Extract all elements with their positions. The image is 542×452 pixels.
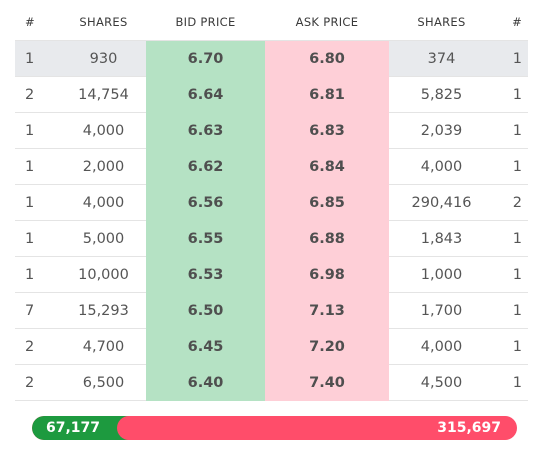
- bid-orders-cell: 1: [15, 148, 61, 185]
- bid-orders-cell: 7: [15, 292, 61, 329]
- bid-price-cell: 6.63: [146, 112, 265, 149]
- ask-orders-cell: 2: [494, 184, 528, 221]
- ask-orders-cell: 1: [494, 76, 528, 113]
- book-row: 7 15,293 6.50 7.13 1,700 1: [15, 292, 528, 329]
- bid-orders-cell: 2: [15, 76, 61, 113]
- bid-price-cell: 6.62: [146, 148, 265, 185]
- bid-shares-cell: 4,000: [61, 112, 146, 149]
- ask-shares-cell: 2,039: [389, 112, 494, 149]
- header-bid-orders: #: [15, 3, 61, 41]
- ask-price-cell: 7.40: [265, 364, 389, 401]
- book-row: 2 6,500 6.40 7.40 4,500 1: [15, 364, 528, 401]
- bid-price-cell: 6.70: [146, 40, 265, 77]
- ask-orders-cell: 1: [494, 292, 528, 329]
- ask-shares-cell: 5,825: [389, 76, 494, 113]
- bid-shares-cell: 4,700: [61, 328, 146, 365]
- ask-orders-cell: 1: [494, 364, 528, 401]
- book-row: 2 4,700 6.45 7.20 4,000 1: [15, 328, 528, 365]
- ask-shares-cell: 4,000: [389, 328, 494, 365]
- ask-orders-cell: 1: [494, 112, 528, 149]
- bid-price-cell: 6.55: [146, 220, 265, 257]
- header-ask-price: ASK PRICE: [265, 3, 389, 41]
- ask-price-cell: 6.81: [265, 76, 389, 113]
- bid-price-cell: 6.40: [146, 364, 265, 401]
- ask-price-cell: 6.80: [265, 40, 389, 77]
- header-ask-shares: SHARES: [389, 3, 494, 41]
- ask-volume-cap: [117, 416, 141, 440]
- header-ask-orders: #: [494, 3, 528, 41]
- bid-orders-cell: 1: [15, 220, 61, 257]
- book-row: 1 5,000 6.55 6.88 1,843 1: [15, 220, 528, 257]
- ask-price-cell: 6.84: [265, 148, 389, 185]
- bid-shares-cell: 6,500: [61, 364, 146, 401]
- ask-shares-cell: 1,843: [389, 220, 494, 257]
- ask-price-cell: 6.83: [265, 112, 389, 149]
- header-row: # SHARES BID PRICE ASK PRICE SHARES #: [15, 3, 528, 41]
- ask-shares-cell: 374: [389, 40, 494, 77]
- ask-price-cell: 6.98: [265, 256, 389, 293]
- ask-total-volume: 315,697: [437, 420, 501, 436]
- ask-shares-cell: 1,000: [389, 256, 494, 293]
- bid-shares-cell: 2,000: [61, 148, 146, 185]
- bid-price-cell: 6.45: [146, 328, 265, 365]
- bid-shares-cell: 15,293: [61, 292, 146, 329]
- bid-orders-cell: 1: [15, 256, 61, 293]
- ask-price-cell: 6.85: [265, 184, 389, 221]
- ask-price-cell: 7.20: [265, 328, 389, 365]
- bid-orders-cell: 1: [15, 112, 61, 149]
- ask-orders-cell: 1: [494, 256, 528, 293]
- book-row: 2 14,754 6.64 6.81 5,825 1: [15, 76, 528, 113]
- ask-orders-cell: 1: [494, 148, 528, 185]
- bid-shares-cell: 10,000: [61, 256, 146, 293]
- ask-shares-cell: 4,000: [389, 148, 494, 185]
- bid-price-cell: 6.64: [146, 76, 265, 113]
- bid-price-cell: 6.53: [146, 256, 265, 293]
- order-book-rows: 1 930 6.70 6.80 374 1 2 14,754 6.64 6.81 5,825 1 1 4,…: [15, 40, 528, 401]
- bid-orders-cell: 2: [15, 328, 61, 365]
- ask-shares-cell: 1,700: [389, 292, 494, 329]
- header-bid-shares: SHARES: [61, 3, 146, 41]
- bid-shares-cell: 930: [61, 40, 146, 77]
- bid-orders-cell: 1: [15, 184, 61, 221]
- book-row: 1 930 6.70 6.80 374 1: [15, 40, 528, 77]
- ask-orders-cell: 1: [494, 328, 528, 365]
- bid-orders-cell: 1: [15, 40, 61, 77]
- ask-shares-cell: 4,500: [389, 364, 494, 401]
- bid-price-cell: 6.50: [146, 292, 265, 329]
- book-row: 1 2,000 6.62 6.84 4,000 1: [15, 148, 528, 185]
- ask-shares-cell: 290,416: [389, 184, 494, 221]
- bid-shares-cell: 4,000: [61, 184, 146, 221]
- bid-orders-cell: 2: [15, 364, 61, 401]
- book-row: 1 10,000 6.53 6.98 1,000 1: [15, 256, 528, 293]
- ask-price-cell: 7.13: [265, 292, 389, 329]
- bid-price-cell: 6.56: [146, 184, 265, 221]
- header-bid-price: BID PRICE: [146, 3, 265, 41]
- ask-orders-cell: 1: [494, 40, 528, 77]
- bid-shares-cell: 5,000: [61, 220, 146, 257]
- book-row: 1 4,000 6.56 6.85 290,416 2: [15, 184, 528, 221]
- bid-total-volume: 67,177: [46, 420, 101, 436]
- bid-shares-cell: 14,754: [61, 76, 146, 113]
- book-row: 1 4,000 6.63 6.83 2,039 1: [15, 112, 528, 149]
- ask-orders-cell: 1: [494, 220, 528, 257]
- ask-price-cell: 6.88: [265, 220, 389, 257]
- bid-volume-fill: [32, 416, 129, 440]
- volume-totals-bar: 67,177 315,697: [32, 416, 517, 440]
